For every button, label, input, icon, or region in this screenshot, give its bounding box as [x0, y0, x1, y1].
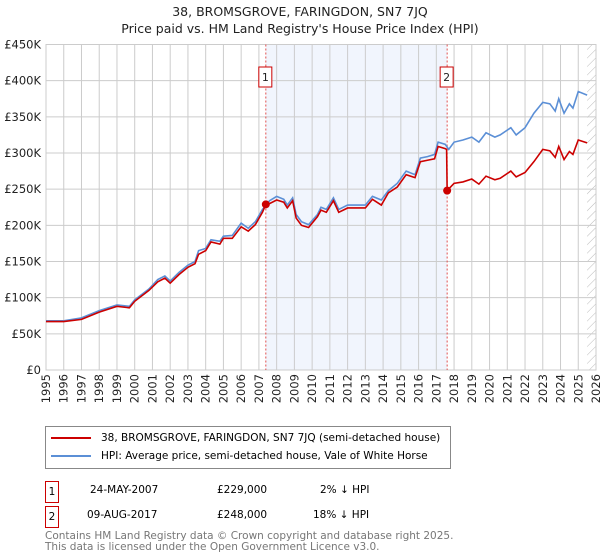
x-tick-label: 2002	[163, 374, 177, 403]
x-tick-label: 2001	[145, 374, 159, 403]
x-tick-label: 2009	[287, 374, 301, 403]
y-tick-label: £0	[26, 363, 41, 377]
transaction-number: 1	[45, 481, 59, 503]
x-tick-label: 2005	[216, 374, 230, 403]
y-tick-label: £400K	[4, 74, 41, 88]
x-tick-label: 2018	[447, 374, 461, 403]
x-tick-label: 2003	[181, 374, 195, 403]
x-tick-label: 2013	[358, 374, 372, 403]
x-tick-label: 2024	[554, 374, 568, 403]
chart-subtitle: Price paid vs. HM Land Registry's House …	[121, 21, 479, 36]
x-tick-label: 2011	[323, 374, 337, 403]
y-tick-label: £150K	[4, 255, 41, 269]
transaction-hpi-diff: 18% ↓ HPI	[313, 509, 370, 521]
x-tick-label: 2007	[252, 374, 266, 403]
chart-title: 38, BROMSGROVE, FARINGDON, SN7 7JQ	[172, 4, 428, 19]
transaction-hpi-diff: 2% ↓ HPI	[320, 484, 370, 496]
x-tick-label: 2015	[394, 374, 408, 403]
legend-item-hpi: HPI: Average price, semi-detached house,…	[51, 448, 428, 464]
sale-point	[443, 186, 452, 195]
x-tick-label: 2016	[412, 374, 426, 403]
x-tick-label: 1998	[92, 374, 106, 403]
x-tick-label: 1995	[39, 374, 53, 403]
series-line-hpi	[46, 90, 588, 322]
x-tick-label: 2012	[341, 374, 355, 403]
x-tick-label: 2014	[376, 374, 390, 403]
footer-attribution: Contains HM Land Registry data © Crown c…	[45, 530, 454, 542]
legend-item-price: 38, BROMSGROVE, FARINGDON, SN7 7JQ (semi…	[51, 430, 440, 446]
x-tick-label: 2021	[500, 374, 514, 403]
x-tick-label: 1996	[57, 374, 71, 403]
x-tick-label: 2020	[483, 374, 497, 403]
sale-label-box	[439, 66, 454, 88]
transaction-price: £229,000	[217, 484, 268, 496]
plot-frame	[45, 44, 597, 371]
y-tick-label: £350K	[4, 110, 41, 124]
y-tick-label: £450K	[4, 38, 41, 52]
y-tick-label: £100K	[4, 291, 41, 305]
x-tick-label: 2019	[465, 374, 479, 403]
transaction-number: 2	[45, 506, 59, 528]
x-tick-label: 2010	[305, 374, 319, 403]
x-tick-label: 2008	[270, 374, 284, 403]
transaction-date: 24-MAY-2007	[90, 484, 159, 496]
transaction-row: 1 24-MAY-2007 £229,000 2% ↓ HPI	[45, 481, 445, 503]
sale-label: 1	[262, 71, 269, 84]
y-tick-label: £300K	[4, 146, 41, 160]
x-tick-label: 2017	[429, 374, 443, 403]
x-tick-label: 1997	[74, 374, 88, 403]
x-tick-label: 1999	[110, 374, 124, 403]
x-tick-label: 2025	[571, 374, 585, 403]
legend-swatch-blue	[51, 455, 91, 457]
x-tick-label: 2023	[536, 374, 550, 403]
transaction-price: £248,000	[217, 509, 268, 521]
y-tick-label: £50K	[12, 327, 42, 341]
x-tick-label: 2022	[518, 374, 532, 403]
x-tick-label: 2026	[589, 374, 600, 403]
sale-label: 2	[443, 71, 450, 84]
legend: 38, BROMSGROVE, FARINGDON, SN7 7JQ (semi…	[45, 426, 451, 469]
x-tick-label: 2000	[128, 374, 142, 403]
x-tick-label: 2004	[199, 374, 213, 403]
footer-licence: This data is licensed under the Open Gov…	[45, 541, 380, 553]
plot-area: £0 £50K £100K £150K £200K £250K £300K £350K £400…	[4, 38, 600, 404]
sale-label-box	[258, 66, 273, 88]
y-tick-label: £250K	[4, 182, 41, 196]
x-tick-label: 2006	[234, 374, 248, 403]
legend-label: HPI: Average price, semi-detached house,…	[101, 450, 428, 462]
transaction-date: 09-AUG-2017	[87, 509, 158, 521]
legend-label: 38, BROMSGROVE, FARINGDON, SN7 7JQ (semi…	[101, 432, 441, 444]
legend-swatch-red	[51, 437, 91, 439]
sale-point	[261, 200, 270, 209]
hatched-forecast-region	[587, 44, 596, 370]
series-line-price	[46, 138, 588, 323]
y-tick-label: £200K	[4, 218, 41, 232]
transaction-row: 2 09-AUG-2017 £248,000 18% ↓ HPI	[45, 506, 445, 528]
